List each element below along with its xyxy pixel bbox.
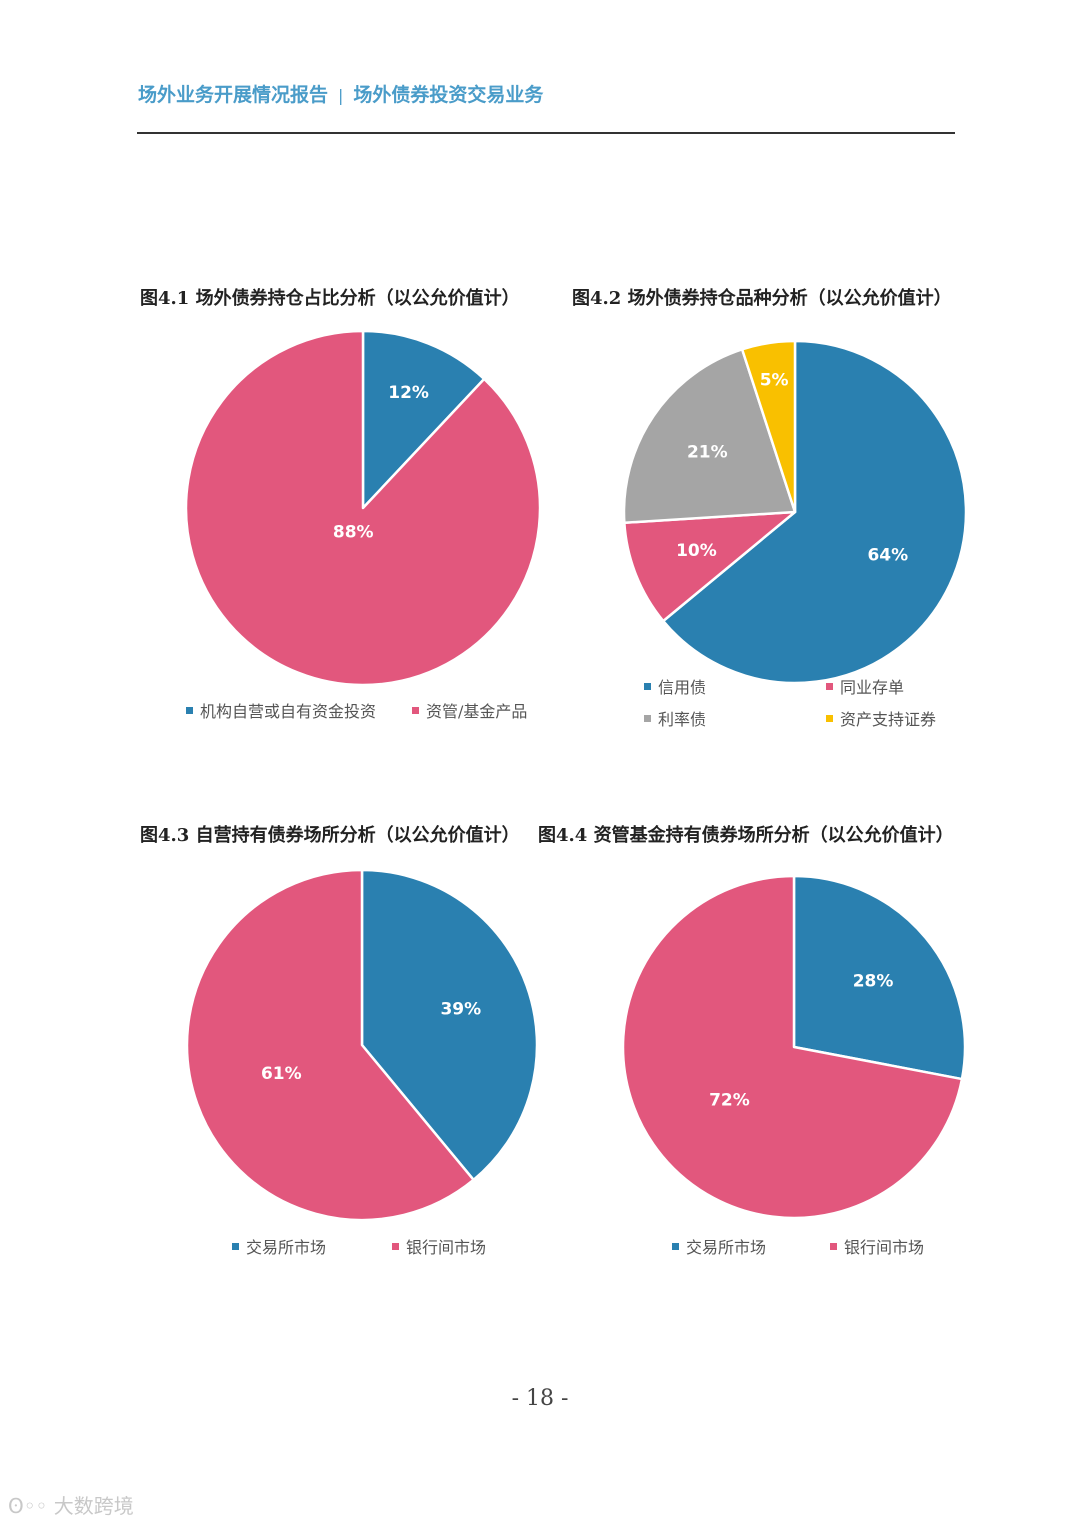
pie-chart-4-1: 12% 88% [184, 329, 542, 687]
data-label-3: 21% [687, 442, 728, 462]
data-label-2: 88% [333, 523, 374, 543]
legend-swatch [186, 707, 193, 714]
legend-label: 资产支持证券 [840, 710, 937, 729]
legend-item-rate-bonds: 利率债 [644, 706, 706, 730]
chart-title-4-1: 图4.1 场外债券持仓占比分析（以公允价值计） [140, 288, 520, 309]
pie-chart-4-4: 28% 72% [621, 874, 967, 1220]
pie-slice-1 [360, 868, 539, 1182]
pie-slice-2 [184, 329, 542, 687]
data-label-1: 12% [388, 383, 429, 403]
legend-swatch [392, 1243, 399, 1250]
report-header: 场外业务开展情况报告 | 场外债券投资交易业务 [138, 80, 543, 107]
chart-title-4-3: 图4.3 自营持有债券场所分析（以公允价值计） [140, 825, 520, 846]
legend-swatch [826, 683, 833, 690]
chart-title-4-4: 图4.4 资管基金持有债券场所分析（以公允价值计） [538, 825, 954, 846]
legend-swatch [644, 715, 651, 722]
legend-item-abs: 资产支持证券 [826, 706, 936, 730]
watermark: ʘ◦◦ 大数跨境 [8, 1490, 134, 1519]
pie-slice-2 [185, 868, 475, 1222]
legend-swatch [672, 1243, 679, 1250]
legend-label: 利率债 [658, 710, 707, 729]
pie-slice-4 [740, 339, 797, 514]
data-label-2: 61% [261, 1064, 302, 1084]
legend-item-asset-management: 资管/基金产品 [412, 698, 527, 722]
legend-swatch [412, 707, 419, 714]
legend-label: 信用债 [658, 678, 707, 697]
data-label-4: 5% [760, 370, 789, 390]
pie-slice-1 [661, 339, 968, 685]
header-report-title: 场外业务开展情况报告 [138, 84, 329, 106]
legend-item-credit-bonds: 信用债 [644, 674, 706, 698]
data-label-1: 39% [440, 999, 481, 1019]
legend-label: 银行间市场 [406, 1238, 487, 1257]
pie-slice-2 [621, 874, 964, 1220]
legend-item-interbank-market: 银行间市场 [830, 1234, 924, 1258]
page-number: - 18 - [511, 1386, 569, 1411]
pie-chart-4-3: 39% 61% [185, 868, 539, 1222]
legend-item-exchange-market: 交易所市场 [672, 1234, 766, 1258]
header-section-title: 场外债券投资交易业务 [353, 84, 544, 106]
watermark-icon: ʘ◦◦ [8, 1494, 54, 1518]
data-label-2: 10% [676, 541, 717, 561]
legend-swatch [232, 1243, 239, 1250]
pie-slice-1 [361, 329, 486, 510]
pie-chart-4-2: 64% 10% 21% 5% [622, 339, 968, 685]
chart-title-4-2: 图4.2 场外债券持仓品种分析（以公允价值计） [572, 288, 952, 309]
legend-item-exchange-market: 交易所市场 [232, 1234, 326, 1258]
watermark-text: 大数跨境 [53, 1494, 134, 1518]
pie-slice-2 [623, 510, 797, 623]
legend-label: 交易所市场 [246, 1238, 327, 1257]
header-rule [137, 132, 955, 134]
legend-label: 交易所市场 [686, 1238, 767, 1257]
header-separator: | [338, 86, 344, 105]
data-label-2: 72% [709, 1090, 750, 1110]
pie-slice-3 [622, 348, 797, 524]
data-label-1: 64% [867, 546, 908, 566]
pie-slice-1 [792, 874, 967, 1081]
legend-swatch [644, 683, 651, 690]
legend-item-ncd: 同业存单 [826, 674, 904, 698]
legend-4-3: 交易所市场 银行间市场 [232, 1234, 532, 1258]
legend-swatch [826, 715, 833, 722]
legend-4-4: 交易所市场 银行间市场 [672, 1234, 972, 1258]
data-label-1: 28% [853, 972, 894, 992]
legend-item-self-operated: 机构自营或自有资金投资 [186, 698, 376, 722]
legend-label: 银行间市场 [844, 1238, 925, 1257]
legend-swatch [830, 1243, 837, 1250]
legend-label: 同业存单 [840, 678, 905, 697]
legend-4-1: 机构自营或自有资金投资 资管/基金产品 [186, 698, 566, 722]
legend-label: 资管/基金产品 [426, 702, 528, 721]
legend-label: 机构自营或自有资金投资 [200, 702, 377, 721]
legend-item-interbank-market: 银行间市场 [392, 1234, 486, 1258]
legend-4-2: 信用债 同业存单 利率债 资产支持证券 [644, 674, 964, 734]
